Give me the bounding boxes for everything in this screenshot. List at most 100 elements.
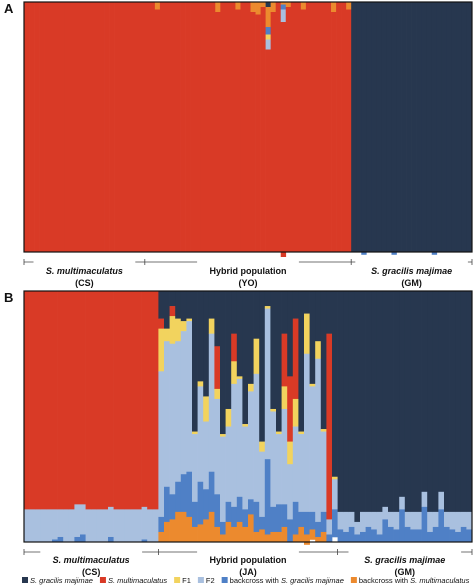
bar-segment-gracilis: [248, 291, 254, 385]
bar-segment-gracilis: [401, 2, 407, 253]
bar-segment-f2: [259, 451, 266, 518]
bar-segment-multimaculatus: [326, 2, 332, 253]
bar-segment-gracilis: [393, 291, 400, 513]
bar-segment-bc-multi: [169, 519, 176, 543]
plot-frame: [23, 290, 473, 543]
bar-segment-bc-multi: [265, 7, 271, 28]
bar-segment-f2: [326, 519, 333, 535]
bar-segment-bc-gracilis: [393, 529, 400, 543]
bar-segment-multimaculatus: [99, 2, 105, 253]
bar-segment-f1: [192, 431, 198, 435]
bar-segment-gracilis: [298, 291, 305, 432]
bar-segment-multimaculatus: [295, 2, 302, 253]
bar-segment-f1: [315, 341, 322, 360]
bar-segment-bc-gracilis: [399, 509, 406, 543]
bar-segment-multimaculatus: [147, 291, 154, 510]
bar-segment-multimaculatus: [214, 346, 221, 390]
bar-segment-f2: [180, 331, 187, 475]
bar-segment-gracilis: [348, 291, 355, 513]
bar-segment-f2: [136, 509, 142, 543]
bar-segment-f2: [444, 511, 450, 528]
bar-segment-bc-multi: [215, 2, 221, 13]
bar-segment-f1: [287, 441, 294, 465]
bar-segment-multimaculatus: [169, 306, 176, 317]
bar-segment-f2: [35, 509, 42, 543]
bar-segment-multimaculatus: [281, 333, 288, 387]
bar-segment-multimaculatus: [84, 2, 90, 253]
bar-segment-f2: [124, 509, 131, 543]
bar-segment-bc-gracilis: [175, 481, 182, 513]
bar-segment-f2: [248, 391, 254, 500]
bar-segment-multimaculatus: [290, 2, 297, 253]
bar-segment-multimaculatus: [24, 2, 30, 253]
legend-entry: S. gracilis majimae: [30, 576, 93, 585]
bar-segment-f1: [225, 408, 232, 427]
bar-segment-multimaculatus: [240, 2, 246, 253]
legend-swatch: [350, 577, 357, 583]
group-label-bg: [348, 547, 462, 557]
bar-segment-gracilis: [444, 291, 450, 513]
bar-segment-f2: [192, 434, 198, 503]
bar-segment-bc-multi: [264, 534, 271, 543]
bar-segment-multimaculatus: [108, 291, 114, 508]
bar-segment-multimaculatus: [79, 2, 85, 253]
bar-segment-f2: [404, 511, 411, 528]
bar-segment-f2: [432, 511, 439, 528]
bar-segment-f2: [164, 341, 170, 488]
bar-segment-bc-gracilis: [427, 531, 434, 543]
bar-segment-f2: [315, 358, 322, 523]
bar-segment-gracilis: [281, 291, 288, 334]
bar-segment-multimaculatus: [149, 2, 156, 253]
bar-segment-gracilis: [431, 2, 438, 253]
bar-segment-multimaculatus: [230, 2, 236, 253]
bar-segment-f2: [113, 509, 120, 543]
bar-segment-f1: [270, 408, 277, 412]
bar-segment-multimaculatus: [287, 376, 294, 442]
bar-segment-bc-gracilis: [354, 534, 361, 543]
bar-segment-bc-multi: [242, 526, 249, 543]
bar-segment-f2: [449, 511, 456, 530]
group-code-label: (CS): [75, 278, 94, 288]
legend: S. gracilis majimae S. multimaculatus F1 F2…: [22, 576, 470, 585]
bar-segment-gracilis: [264, 291, 271, 307]
bar-segment-gracilis: [388, 291, 394, 513]
bar-segment-f2: [360, 511, 366, 533]
bar-segment-multimaculatus: [109, 2, 115, 253]
bar-segment-f2: [365, 511, 372, 528]
bar-segment-f1: [242, 424, 249, 427]
bar-segment-bc-gracilis: [264, 459, 271, 535]
bar-segment-f1: [220, 434, 226, 437]
bar-segment-f2: [152, 509, 159, 543]
bar-segment-bc-gracilis: [236, 496, 243, 523]
bar-segment-gracilis: [287, 291, 294, 377]
bar-segment-multimaculatus: [175, 2, 181, 253]
bar-segment-gracilis: [192, 291, 198, 432]
bar-segment-f1: [248, 383, 254, 392]
bar-segment-bc-multi: [231, 526, 238, 543]
bar-segment-bc-multi: [281, 526, 288, 543]
bar-segment-bc-multi: [270, 531, 277, 543]
bar-segment-f1: [332, 476, 338, 480]
bar-segment-f2: [108, 506, 114, 538]
bar-segment-bc-gracilis: [80, 534, 86, 543]
bar-segment-bc-gracilis: [466, 529, 473, 543]
bar-segment-f2: [438, 491, 445, 510]
bar-segment-f2: [410, 511, 417, 530]
bar-segment-bc-multi: [315, 536, 322, 543]
bar-segment-f2: [332, 479, 338, 510]
bar-segment-multimaculatus: [74, 291, 81, 505]
bar-segment-multimaculatus: [144, 2, 151, 253]
bar-segment-bc-multi: [197, 524, 204, 543]
group-name-label: S. gracilis majimae: [364, 555, 445, 565]
bar-segment-f2: [416, 511, 422, 530]
bar-segment-bc-gracilis: [287, 519, 294, 543]
bar-segment-multimaculatus: [124, 291, 131, 510]
group-axis-b: S. multimaculatus (CS) Hybrid population (J…: [23, 547, 473, 577]
bar-segment-f2: [141, 506, 148, 540]
bar-segment-f2: [175, 341, 182, 483]
bar-segment-f2: [460, 511, 467, 528]
bar-segment-multimaculatus: [260, 7, 266, 253]
bar-segment-f2: [304, 353, 310, 513]
bar-segment-multimaculatus: [34, 2, 40, 253]
bar-segment-f2: [169, 343, 176, 495]
